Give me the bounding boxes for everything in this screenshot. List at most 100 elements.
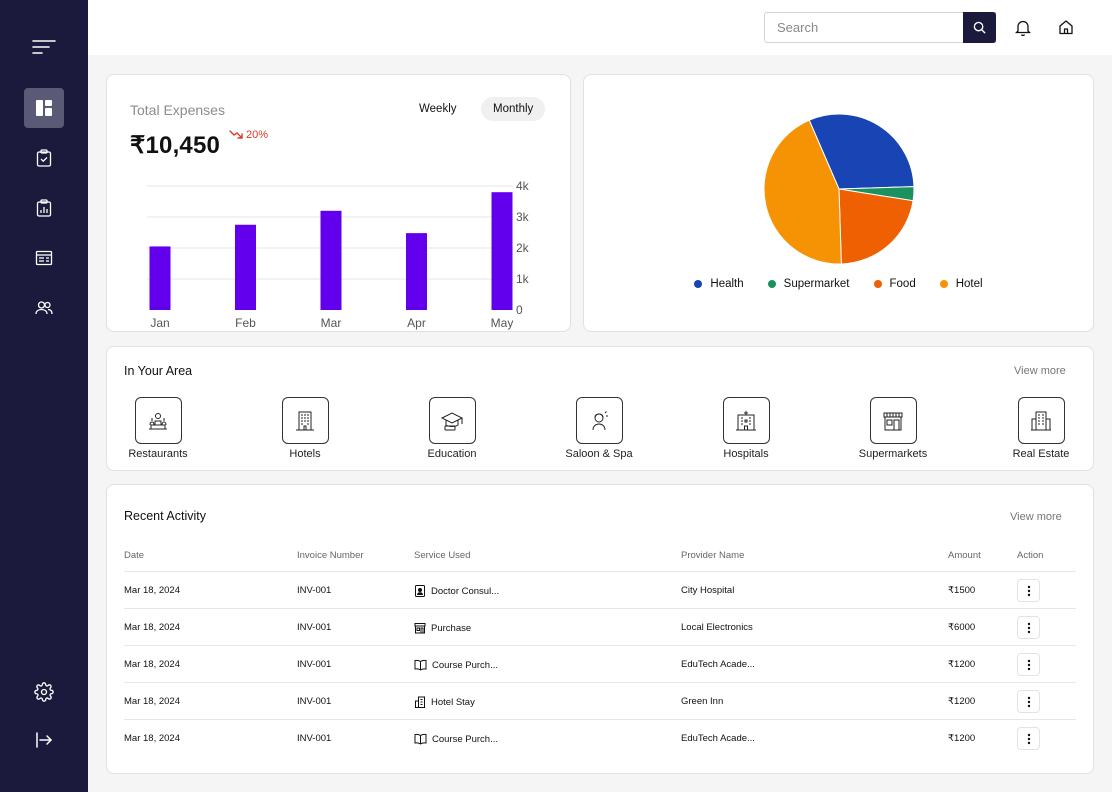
row-service-text: Course Purch...: [432, 733, 498, 745]
area-item-saloon-spa[interactable]: Saloon & Spa: [549, 397, 649, 460]
activity-view-more-link[interactable]: View more: [1010, 511, 1062, 523]
pie-legend: Health Supermarket Food Hotel: [584, 278, 1093, 290]
expenses-bar-chart: 0 1k 2k 3k 4k Jan Feb Mar Apr May: [147, 179, 530, 330]
area-item-label: Hotels: [289, 448, 321, 460]
settings-icon[interactable]: [24, 672, 64, 712]
activity-card: Recent Activity View more Date Invoice N…: [106, 484, 1094, 774]
bar[interactable]: [149, 246, 171, 310]
column-header-amount: Amount: [948, 550, 981, 561]
table-row: Mar 18, 2024 INV-001 Course Purch... Edu…: [124, 645, 1076, 682]
row-amount: ₹1500: [948, 585, 976, 596]
shop-icon: [414, 623, 426, 634]
row-provider: City Hospital: [681, 585, 735, 596]
row-provider: EduTech Acade...: [681, 659, 755, 670]
y-tick-label: 2k: [516, 241, 530, 255]
expenses-card: Total Expenses Weekly Monthly ₹10,450 20…: [106, 74, 571, 332]
x-tick-label: Feb: [235, 316, 256, 330]
row-amount: ₹6000: [948, 622, 976, 633]
row-service: Course Purch...: [414, 733, 498, 745]
area-item-real-estate[interactable]: Real Estate: [991, 397, 1091, 460]
table-row: Mar 18, 2024 INV-001 Doctor Consul... Ci…: [124, 571, 1076, 608]
pie-slice[interactable]: [838, 188, 914, 265]
pie-slice[interactable]: [808, 113, 915, 190]
legend-label: Hotel: [955, 278, 983, 290]
table-row: Mar 18, 2024 INV-001 Purchase Local Elec…: [124, 608, 1076, 645]
expenses-change-value: 20%: [246, 129, 269, 141]
legend-label: Health: [710, 278, 744, 290]
more-vertical-icon: [1027, 733, 1030, 744]
pie-slice[interactable]: [763, 119, 842, 265]
y-tick-label: 4k: [516, 179, 530, 193]
area-item-restaurants[interactable]: Restaurants: [108, 397, 208, 460]
expenses-amount: ₹10,450: [130, 132, 221, 159]
row-service: Hotel Stay: [414, 696, 475, 708]
x-tick-label: May: [491, 316, 514, 330]
bar[interactable]: [235, 224, 256, 310]
row-date: Mar 18, 2024: [124, 585, 180, 596]
area-item-hotels[interactable]: Hotels: [255, 397, 355, 460]
y-tick-label: 1k: [516, 272, 530, 286]
row-invoice: INV-001: [297, 696, 332, 707]
bar[interactable]: [320, 210, 342, 310]
row-invoice: INV-001: [297, 585, 332, 596]
row-service-text: Hotel Stay: [431, 696, 475, 708]
invoice-icon[interactable]: [24, 238, 64, 278]
dashboard-icon[interactable]: [24, 88, 64, 128]
expenses-title: Total Expenses: [130, 102, 225, 118]
saloon-icon: [592, 410, 608, 430]
area-item-label: Real Estate: [1012, 448, 1070, 460]
area-item-label: Hospitals: [723, 448, 769, 460]
more-vertical-icon: [1027, 659, 1030, 670]
row-action-menu-button[interactable]: [1017, 616, 1040, 639]
logout-icon[interactable]: [24, 720, 64, 760]
real-estate-icon: [1031, 411, 1051, 430]
area-item-hospitals[interactable]: Hospitals: [696, 397, 796, 460]
clipboard-check-icon[interactable]: [24, 138, 64, 178]
users-icon[interactable]: [24, 288, 64, 328]
legend-dot: [694, 280, 703, 288]
row-provider: Local Electronics: [681, 622, 753, 633]
search-input[interactable]: [764, 12, 996, 43]
column-header-date: Date: [124, 550, 145, 561]
x-tick-label: Jan: [150, 316, 169, 330]
row-provider: EduTech Acade...: [681, 733, 755, 744]
legend-item: Hotel: [939, 278, 983, 290]
area-item-label: Supermarkets: [858, 448, 928, 460]
trend-down-icon: [229, 130, 243, 139]
area-view-more-link[interactable]: View more: [1014, 365, 1066, 377]
hospital-icon: [736, 410, 756, 430]
home-icon[interactable]: [1056, 17, 1076, 37]
bar[interactable]: [406, 233, 427, 310]
row-invoice: INV-001: [297, 622, 332, 633]
row-action-menu-button[interactable]: [1017, 653, 1040, 676]
bar[interactable]: [491, 192, 513, 310]
weekly-toggle[interactable]: Weekly: [419, 103, 457, 115]
clipboard-chart-icon[interactable]: [24, 188, 64, 228]
row-amount: ₹1200: [948, 696, 976, 707]
table-row: Mar 18, 2024 INV-001 Course Purch... Edu…: [124, 719, 1076, 756]
building-icon: [415, 696, 425, 708]
row-service-text: Purchase: [431, 622, 472, 634]
area-item-supermarkets[interactable]: Supermarkets: [843, 397, 943, 460]
monthly-toggle[interactable]: Monthly: [481, 97, 546, 121]
x-tick-label: Mar: [321, 316, 342, 330]
menu-icon[interactable]: [24, 27, 64, 67]
row-action-menu-button[interactable]: [1017, 579, 1040, 602]
area-item-label: Education: [427, 448, 477, 460]
y-tick-label: 0: [516, 303, 523, 317]
expenses-change: 20%: [229, 129, 268, 141]
supermarket-icon: [883, 412, 903, 430]
row-action-menu-button[interactable]: [1017, 690, 1040, 713]
book-icon: [414, 733, 427, 745]
bell-icon[interactable]: [1013, 17, 1033, 37]
x-tick-label: Apr: [407, 316, 426, 330]
legend-dot: [939, 280, 948, 288]
table-row: Mar 18, 2024 INV-001 Hotel Stay Green In…: [124, 682, 1076, 719]
row-action-menu-button[interactable]: [1017, 727, 1040, 750]
row-date: Mar 18, 2024: [124, 733, 180, 744]
area-item-education[interactable]: Education: [402, 397, 502, 460]
row-invoice: INV-001: [297, 733, 332, 744]
row-date: Mar 18, 2024: [124, 659, 180, 670]
search-button[interactable]: [963, 12, 996, 43]
legend-dot: [767, 280, 776, 288]
